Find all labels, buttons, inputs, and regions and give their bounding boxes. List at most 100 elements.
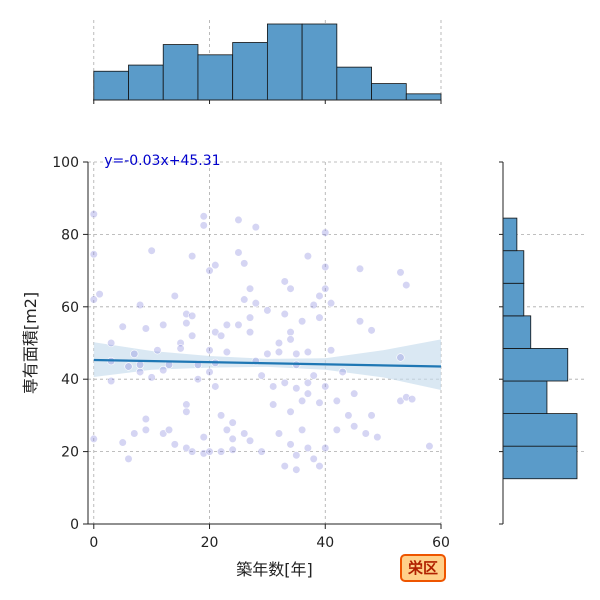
y-tick-label: 0 — [70, 517, 79, 533]
scatter-point — [234, 320, 243, 330]
scatter-point — [350, 422, 359, 431]
scatter-point — [89, 434, 98, 444]
x-hist-bar — [301, 23, 338, 101]
scatter-point — [326, 299, 336, 308]
scatter-point — [355, 264, 365, 273]
x-hist-bar — [336, 66, 372, 101]
scatter-point — [164, 425, 174, 434]
scatter-point — [234, 248, 243, 257]
scatter-point — [182, 400, 191, 409]
scatter-point — [193, 375, 203, 384]
scatter-point — [332, 425, 341, 434]
scatter-point — [240, 295, 249, 304]
ward-badge-box — [400, 554, 446, 582]
scatter-point — [240, 259, 249, 268]
scatter-point — [367, 411, 376, 420]
scatter-point — [344, 411, 353, 420]
scatter-point — [303, 347, 313, 357]
scatter-point — [188, 252, 197, 261]
scatter-point — [135, 367, 145, 377]
scatter-point — [321, 228, 330, 237]
scatter-point — [263, 306, 272, 315]
scatter-point — [298, 425, 307, 434]
scatter-point — [205, 447, 214, 456]
scatter-point — [159, 429, 168, 438]
y-hist-bar — [502, 380, 548, 414]
scatter-point — [205, 346, 214, 355]
regression-equation: y=-0.03x+45.31 — [104, 153, 220, 169]
scatter-point — [269, 400, 278, 409]
scatter-point — [124, 362, 133, 371]
scatter-point — [280, 309, 289, 319]
scatter-point — [216, 411, 226, 420]
scatter-point — [303, 252, 313, 261]
scatter-point — [130, 349, 139, 358]
y-hist-bar — [502, 445, 578, 480]
scatter-point — [269, 382, 278, 391]
scatter-point — [245, 284, 255, 293]
scatter-point — [107, 338, 116, 348]
scatter-point — [373, 433, 382, 442]
scatter-point — [321, 382, 330, 391]
y-hist-bar — [502, 348, 569, 382]
scatter-point — [274, 429, 284, 438]
scatter-point — [280, 378, 289, 387]
scatter-point — [251, 299, 260, 308]
scatter-point — [159, 366, 168, 375]
scatter-point — [205, 367, 214, 377]
regression-line — [93, 358, 442, 368]
x-tick-label: 60 — [432, 535, 450, 551]
x-hist-bar — [197, 54, 234, 101]
scatter-point — [355, 317, 365, 326]
x-tick-label: 0 — [89, 535, 98, 551]
x-hist-bar — [371, 83, 407, 101]
scatter-point — [332, 396, 341, 406]
scatter-point — [396, 268, 405, 277]
scatter-point — [216, 447, 226, 456]
scatter-point — [361, 429, 370, 438]
scatter-point — [211, 382, 220, 391]
y-tick-label: 80 — [61, 227, 79, 243]
scatter-point — [159, 320, 168, 330]
scatter-point — [170, 291, 179, 301]
scatter-point — [263, 349, 272, 358]
scatter-point — [292, 465, 301, 474]
y-tick-label: 20 — [61, 445, 79, 461]
scatter-point — [286, 284, 295, 293]
scatter-point — [425, 442, 434, 451]
scatter-point — [292, 349, 301, 358]
scatter-point — [95, 290, 104, 299]
scatter-point — [118, 438, 127, 447]
scatter-point — [396, 353, 405, 362]
scatter-point — [274, 347, 284, 357]
scatter-point — [315, 313, 324, 322]
scatter-point — [211, 328, 220, 337]
scatter-point — [407, 395, 417, 404]
scatter-point — [188, 447, 197, 456]
scatter-point — [315, 398, 324, 407]
scatter-point — [245, 328, 255, 337]
scatter-point — [321, 443, 330, 453]
scatter-point — [188, 331, 197, 340]
scatter-point — [309, 371, 318, 380]
scatter-point — [315, 291, 324, 301]
scatter-point — [292, 451, 301, 460]
scatter-point — [292, 384, 301, 393]
scatter-point — [350, 389, 359, 398]
y-hist-bar — [502, 217, 518, 252]
scatter-point — [280, 461, 289, 471]
x-tick-label: 20 — [201, 535, 219, 551]
x-hist-bar — [128, 64, 164, 101]
scatter-point — [321, 284, 330, 293]
y-tick-label: 100 — [52, 155, 79, 171]
scatter-point — [280, 277, 289, 286]
scatter-point — [228, 445, 237, 454]
scatter-point — [199, 212, 208, 221]
scatter-point — [147, 373, 156, 382]
scatter-point — [130, 429, 139, 438]
scatter-point — [315, 461, 324, 471]
scatter-point — [228, 418, 237, 427]
scatter-point — [188, 311, 197, 320]
y-hist-bar — [502, 315, 532, 349]
